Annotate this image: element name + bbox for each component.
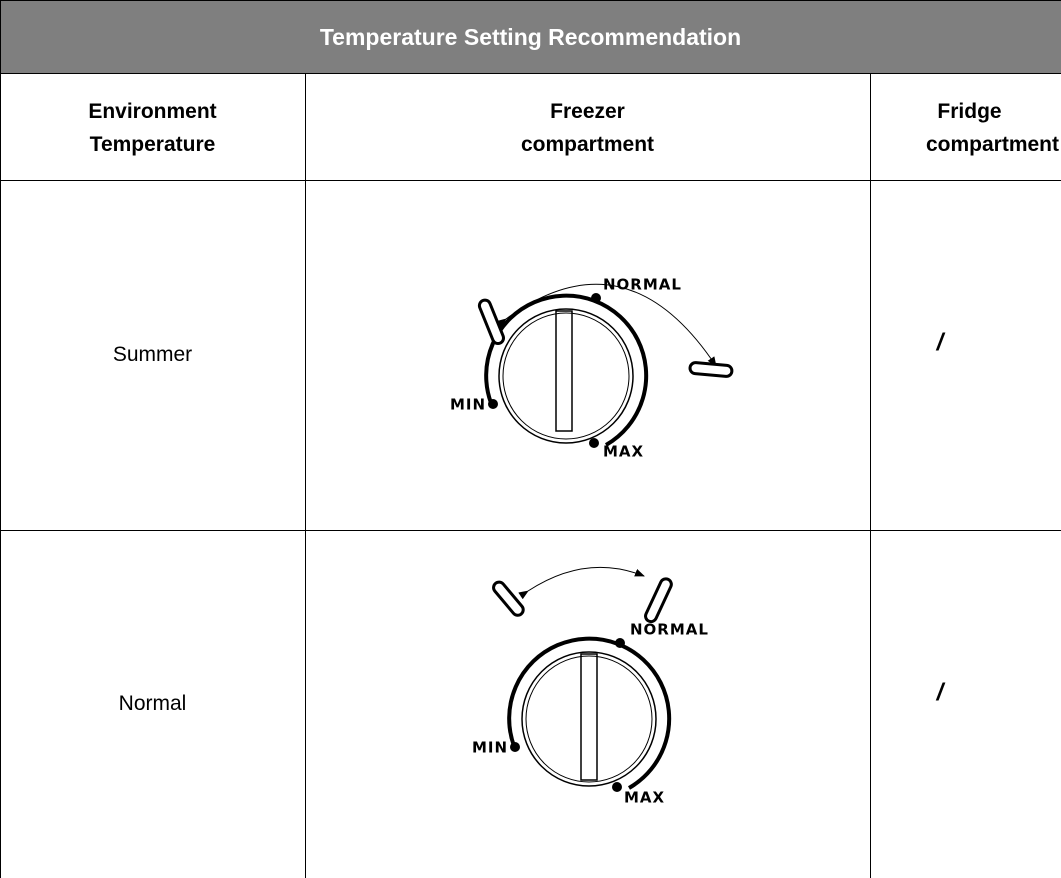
header-line: Freezer: [550, 95, 625, 128]
header-line: compartment: [521, 128, 654, 161]
page: Temperature Setting Recommendation Envir…: [0, 0, 1061, 878]
header-line: Temperature: [90, 128, 216, 161]
fridge-setting: /: [910, 530, 970, 855]
environment: Normal: [119, 692, 187, 716]
fridge-value: /: [937, 329, 944, 357]
dial-illustration: NORMAL MIN MAX: [306, 181, 869, 529]
border: [870, 74, 871, 878]
dial-label: NORMAL: [603, 276, 682, 294]
fridge-value: /: [937, 679, 944, 707]
column-header: Environment Temperature: [0, 75, 305, 180]
dial-label: MAX: [603, 443, 644, 461]
row-label: Normal: [0, 530, 305, 878]
dial-illustration: NORMAL MIN MAX: [306, 531, 869, 878]
table-title: Temperature Setting Recommendation: [0, 0, 1061, 74]
fridge-setting: /: [910, 180, 970, 505]
row-label: Summer: [0, 180, 305, 530]
header-line: Fridge: [870, 95, 1061, 128]
dial-label: NORMAL: [630, 621, 709, 639]
header-line: Environment: [88, 95, 216, 128]
header-line: compartment: [926, 128, 1061, 161]
environment: Summer: [113, 343, 192, 367]
column-header: Fridge compartment: [870, 75, 1061, 180]
dial-label: MIN: [450, 396, 486, 414]
dial-label: MIN: [472, 739, 508, 757]
column-header: Freezer compartment: [305, 75, 870, 180]
dial-label: MAX: [624, 789, 665, 807]
